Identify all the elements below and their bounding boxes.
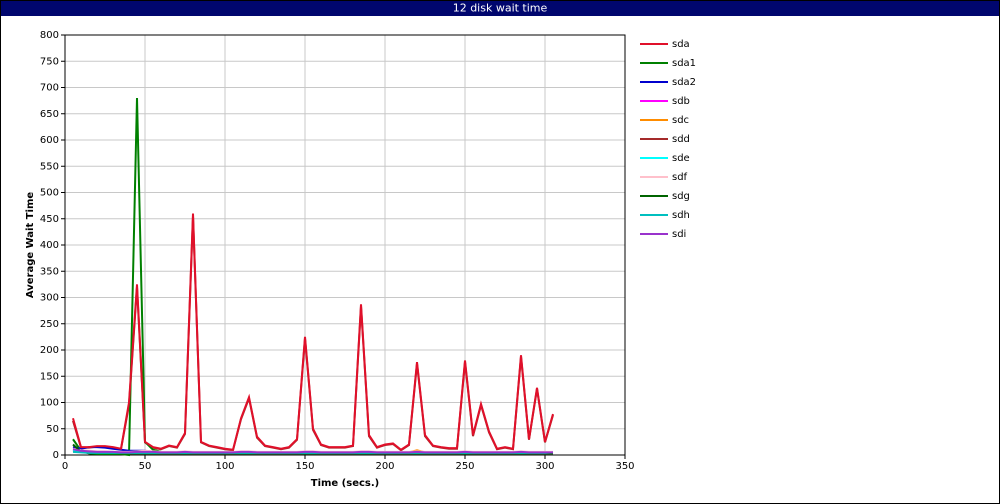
x-tick-label: 300 — [535, 461, 554, 472]
chart-title: 12 disk wait time — [453, 2, 548, 15]
y-tick-label: 800 — [40, 30, 59, 41]
y-tick-label: 350 — [40, 266, 59, 277]
y-tick-label: 150 — [40, 371, 59, 382]
y-axis-label: Average Wait Time — [25, 192, 36, 299]
x-tick-label: 350 — [615, 461, 634, 472]
y-tick-label: 700 — [40, 83, 59, 94]
title-bar — [1, 1, 999, 16]
legend-label: sdc — [672, 115, 689, 126]
legend-label: sdb — [672, 96, 690, 107]
y-tick-label: 250 — [40, 319, 59, 330]
x-tick-label: 150 — [295, 461, 314, 472]
series-line — [72, 213, 554, 451]
series-line — [72, 448, 553, 454]
x-axis-label: Time (secs.) — [311, 478, 380, 489]
legend-label: sdd — [672, 134, 690, 145]
x-tick-label: 200 — [375, 461, 394, 472]
y-tick-label: 550 — [40, 161, 59, 172]
y-tick-label: 50 — [46, 424, 59, 435]
y-tick-label: 750 — [40, 56, 59, 67]
plot-border — [64, 34, 626, 456]
x-tick-label: 50 — [139, 461, 152, 472]
x-tick-label: 100 — [215, 461, 234, 472]
y-tick-label: 500 — [40, 188, 59, 199]
x-tick-label: 250 — [455, 461, 474, 472]
y-tick-label: 200 — [40, 345, 59, 356]
y-tick-label: 300 — [40, 293, 59, 304]
x-tick-label: 0 — [62, 461, 68, 472]
legend-label: sdg — [672, 191, 690, 202]
y-tick-label: 400 — [40, 240, 59, 251]
legend-label: sde — [672, 153, 690, 164]
y-tick-label: 650 — [40, 109, 59, 120]
y-tick-label: 600 — [40, 135, 59, 146]
legend-label: sdi — [672, 229, 686, 240]
legend-label: sda1 — [672, 58, 696, 69]
y-tick-label: 0 — [53, 450, 59, 461]
legend-label: sda — [672, 39, 690, 50]
y-tick-label: 100 — [40, 398, 59, 409]
y-tick-label: 450 — [40, 214, 59, 225]
legend-label: sda2 — [672, 77, 696, 88]
legend-label: sdf — [672, 172, 688, 183]
legend-label: sdh — [672, 210, 690, 221]
